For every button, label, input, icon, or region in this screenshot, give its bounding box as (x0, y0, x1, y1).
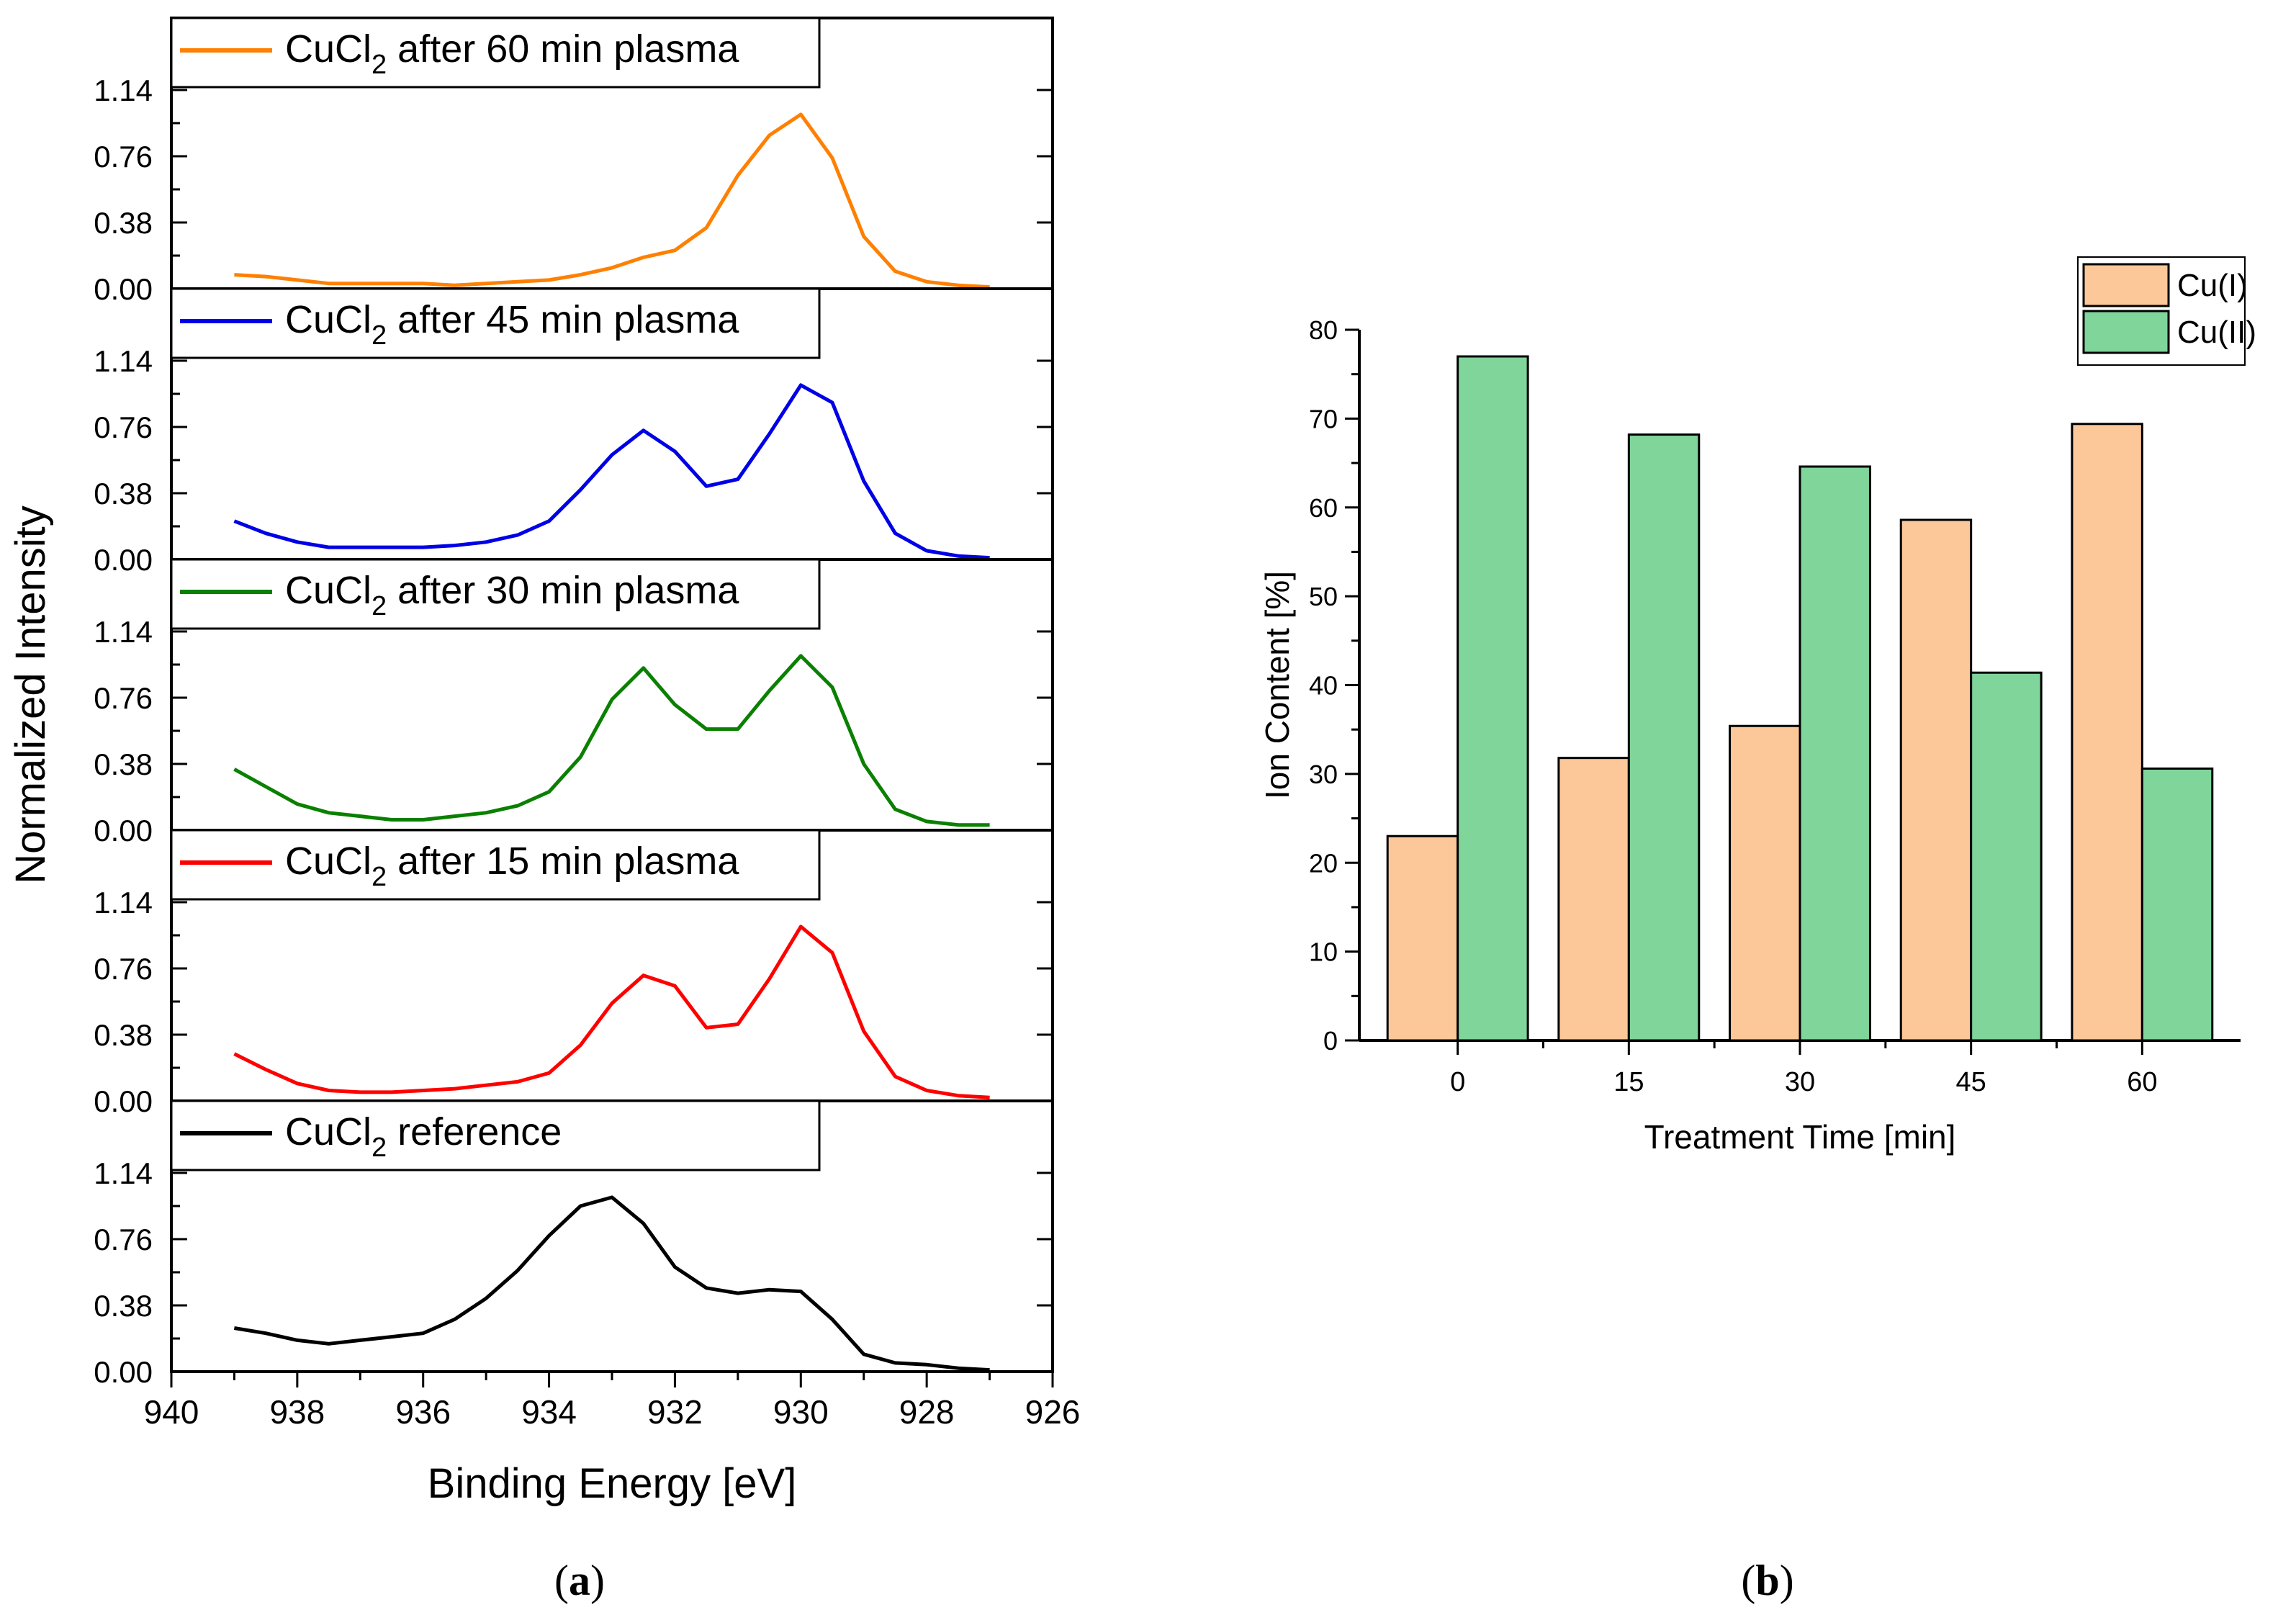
bar-cu2 (1627, 433, 1701, 1042)
bar-cu1 (1729, 724, 1801, 1042)
legend-label: Cu(II) (2177, 315, 2256, 350)
x-tick-label: 936 (395, 1393, 451, 1431)
x-tick-label: 940 (144, 1393, 199, 1431)
bar-cu1 (1557, 757, 1630, 1042)
y-tick-label: 1.14 (94, 615, 153, 649)
spectrum-panel-1: 0.00 0.38 0.76 1.14 CuCl2 after 45 min plasm… (94, 287, 1054, 577)
y-tick-label: 80 (1309, 315, 1338, 345)
x-tick-label: 938 (269, 1393, 325, 1431)
spectrum-panel-3: 0.00 0.38 0.76 1.14 CuCl2 after 15 min plasm… (94, 829, 1054, 1118)
spectrum-line (233, 1195, 990, 1372)
x-tick-label: 928 (899, 1393, 955, 1431)
y-tick-label: 0 (1323, 1026, 1338, 1056)
legend-label: CuCl2 after 45 min plasma (285, 298, 739, 351)
y-tick-label: 0.38 (94, 206, 153, 240)
panel-a-xps-spectra: 0.00 0.38 0.76 1.14 CuCl2 after 60 min plasm… (7, 17, 1081, 1507)
bar-cu1 (2071, 423, 2143, 1042)
spectrum-line (233, 925, 990, 1099)
bar-cu1 (1386, 835, 1459, 1042)
y-tick-label: 0.76 (94, 140, 153, 174)
legend-box (170, 287, 821, 359)
y-tick-label: 0.00 (94, 1355, 153, 1389)
x-tick-label: 0 (1450, 1067, 1465, 1097)
x-axis-title: Binding Energy [eV] (428, 1460, 797, 1507)
spectrum-line (233, 654, 990, 827)
y-tick-label: 1.14 (94, 886, 153, 919)
y-tick-label: 60 (1309, 493, 1338, 523)
x-tick-label: 926 (1025, 1393, 1081, 1431)
x-tick-label: 30 (1785, 1067, 1815, 1097)
spectrum-line (233, 383, 990, 560)
bar-cu2 (1970, 671, 2043, 1042)
bar-cu2 (1798, 465, 1871, 1042)
panel-b-ion-content-bars: 0 10 20 30 40 50 60 70 80 0 15 30 45 60 Treatment Time… (1259, 256, 2256, 1156)
y-tick-label: 40 (1309, 671, 1338, 701)
y-tick-label: 70 (1309, 404, 1338, 433)
y-tick-label: 20 (1309, 848, 1338, 878)
spectrum-panel-0: 0.00 0.38 0.76 1.14 CuCl2 after 60 min plasm… (94, 17, 1054, 306)
y-tick-label: 0.00 (94, 543, 153, 577)
y-tick-label: 1.14 (94, 344, 153, 378)
y-tick-label: 0.00 (94, 272, 153, 306)
x-tick-label: 930 (773, 1393, 829, 1431)
legend-box (170, 829, 821, 901)
spectrum-panel-4: 0.00 0.38 0.76 1.14 CuCl2 reference (94, 1099, 1054, 1389)
legend-swatch (2082, 310, 2170, 354)
y-tick-label: 0.38 (94, 1289, 153, 1323)
x-tick-label: 45 (1956, 1067, 1986, 1097)
y-tick-label: 1.14 (94, 73, 153, 107)
y-tick-label: 0.38 (94, 747, 153, 781)
y-tick-label: 0.00 (94, 814, 153, 847)
spectrum-line (234, 112, 990, 289)
y-tick-label: 0.76 (94, 1223, 153, 1256)
panel-b-letter: b (1755, 1557, 1779, 1604)
x-axis-title: Treatment Time [min] (1644, 1118, 1956, 1156)
y-tick-label: 50 (1309, 582, 1338, 611)
y-tick-label: 30 (1309, 760, 1338, 789)
y-tick-label: 10 (1309, 937, 1338, 967)
legend-label: CuCl2 after 15 min plasma (285, 840, 739, 892)
legend-label: CuCl2 after 30 min plasma (285, 569, 739, 621)
panel-b-label: (b) (1741, 1557, 1793, 1604)
panel-a-letter: a (569, 1557, 590, 1604)
x-tick-label: 60 (2127, 1067, 2157, 1097)
x-tick-label: 934 (521, 1393, 577, 1431)
y-axis-title: Ion Content [%] (1259, 571, 1296, 799)
legend-box (170, 558, 821, 630)
svg-text:(a): (a) (554, 1557, 605, 1604)
y-tick-label: 0.76 (94, 952, 153, 986)
legend-swatch (2082, 263, 2170, 307)
bar-cu2 (1457, 355, 1529, 1042)
x-tick-label: 932 (647, 1393, 703, 1431)
y-tick-label: 0.00 (94, 1084, 153, 1118)
legend-box (170, 17, 821, 89)
x-tick-label: 15 (1613, 1067, 1644, 1097)
y-axis-title: Normalized Intensity (7, 505, 54, 883)
spectrum-panel-2: 0.00 0.38 0.76 1.14 CuCl2 after 30 min plasm… (94, 558, 1054, 847)
legend-label: CuCl2 after 60 min plasma (285, 27, 739, 80)
y-tick-label: 0.38 (94, 477, 153, 510)
legend-label: CuCl2 reference (285, 1110, 562, 1163)
y-tick-label: 0.38 (94, 1018, 153, 1052)
y-tick-label: 0.76 (94, 410, 153, 444)
y-tick-label: 0.76 (94, 681, 153, 715)
y-tick-label: 1.14 (94, 1156, 153, 1190)
legend-label: Cu(I) (2177, 268, 2248, 303)
legend-box (170, 1099, 821, 1171)
panel-a-label: (a) (554, 1557, 605, 1604)
bar-cu1 (1899, 518, 1973, 1042)
bar-cu2 (2140, 767, 2214, 1042)
svg-text:(b): (b) (1741, 1557, 1793, 1604)
